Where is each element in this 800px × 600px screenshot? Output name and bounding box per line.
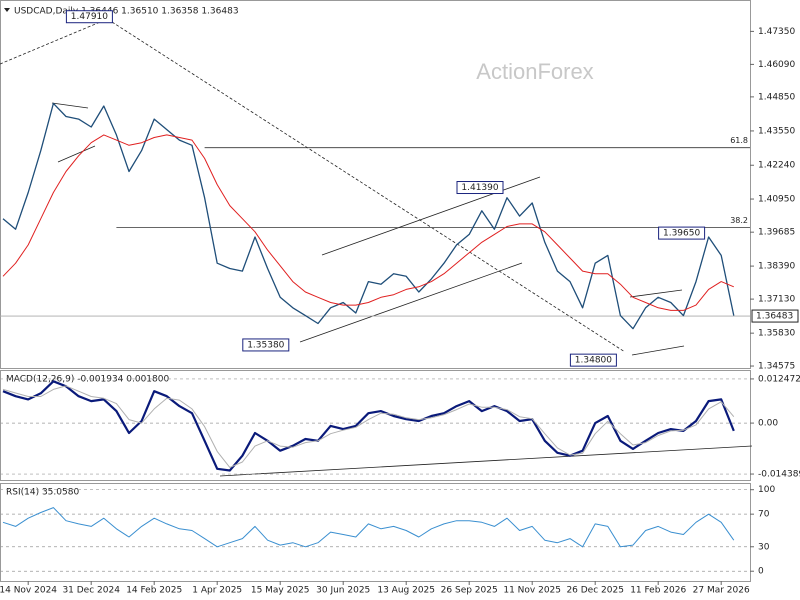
y-tick-label: 30: [758, 542, 770, 552]
series-line: [2, 507, 735, 548]
macd-title: MACD(12,26,9) -0.001934 0.001800: [6, 375, 169, 385]
series-line: [2, 385, 735, 468]
y-tick-label: 100: [758, 485, 775, 495]
y-tick-label: 1.39685: [758, 228, 795, 238]
y-tick-label: 1.35830: [758, 329, 795, 339]
y-tick-label: 1.44850: [758, 92, 795, 102]
y-tick-label: 1.42240: [758, 161, 795, 171]
trendline: [299, 262, 523, 343]
annotation-box: [658, 226, 706, 240]
x-tick-label: 30 Jun 2025: [316, 586, 370, 596]
last-price-box: [751, 309, 799, 323]
x-tick-label: 31 Dec 2024: [62, 586, 120, 596]
x-tick-label: 11 Feb 2026: [630, 586, 686, 596]
chart-title: USDCAD,Daily 1.36446 1.36510 1.36358 1.3…: [14, 7, 239, 17]
annotation-label: 1.47910: [71, 12, 108, 22]
y-tick-label: 1.43550: [758, 126, 795, 136]
x-tick-label: 26 Sep 2025: [441, 586, 498, 596]
x-tick-label: 14 Feb 2025: [126, 586, 182, 596]
series-line: [2, 380, 735, 472]
annotation-label: 1.34800: [575, 356, 612, 366]
trendline: [57, 145, 96, 163]
y-tick-label: 1.37130: [758, 295, 795, 305]
rsi-title: RSI(14) 35.0580: [6, 488, 79, 498]
last-price-label: 1.36483: [756, 312, 793, 322]
x-tick-label: 11 Nov 2025: [503, 586, 561, 596]
y-tick-label: 1.47350: [758, 27, 795, 37]
annotation-label: 1.41390: [461, 183, 498, 193]
annotation-box: [569, 353, 617, 367]
annotation-box: [456, 181, 504, 195]
trendline: [219, 445, 753, 477]
series-line: [2, 102, 735, 330]
menu-arrow: [4, 8, 10, 12]
trendline: [111, 21, 626, 353]
y-tick-label: 1.46090: [758, 60, 795, 70]
fib-label: 61.8: [730, 136, 748, 145]
trendlines: [0, 19, 753, 477]
x-tick-label: 15 May 2025: [251, 586, 310, 596]
annotation-label: 1.35380: [247, 340, 284, 350]
x-tick-label: 14 Nov 2024: [0, 586, 57, 596]
annotation-box: [242, 338, 290, 352]
y-tick-label: 0: [758, 567, 764, 577]
frame: [0, 0, 751, 582]
x-tick-label: 26 Dec 2025: [566, 586, 624, 596]
y-tick-label: -0.014389: [758, 470, 800, 480]
y-tick-label: 1.34575: [758, 362, 795, 372]
macd-panel: [0, 370, 751, 481]
trendline: [321, 176, 541, 256]
y-tick-label: 0.00: [758, 419, 778, 429]
trendline: [0, 19, 106, 65]
rsi-panel: [0, 483, 751, 582]
fib-label: 38.2: [730, 216, 748, 225]
y-tick-label: 0.012472: [758, 374, 800, 384]
x-tick-label: 1 Apr 2025: [192, 586, 242, 596]
series-line: [2, 134, 734, 311]
annotation-label: 1.39650: [663, 229, 700, 239]
y-tick-label: 1.38390: [758, 262, 795, 272]
y-tick-label: 1.40950: [758, 195, 795, 205]
y-tick-label: 70: [758, 510, 770, 520]
trendline: [629, 289, 683, 298]
x-tick-label: 13 Aug 2025: [377, 586, 435, 596]
x-tick-label: 27 Mar 2026: [693, 586, 750, 596]
watermark: ActionForex: [476, 59, 593, 84]
trendline: [631, 345, 685, 356]
price-panel: [0, 0, 751, 369]
trendline: [51, 102, 89, 109]
annotation-box: [65, 10, 113, 24]
